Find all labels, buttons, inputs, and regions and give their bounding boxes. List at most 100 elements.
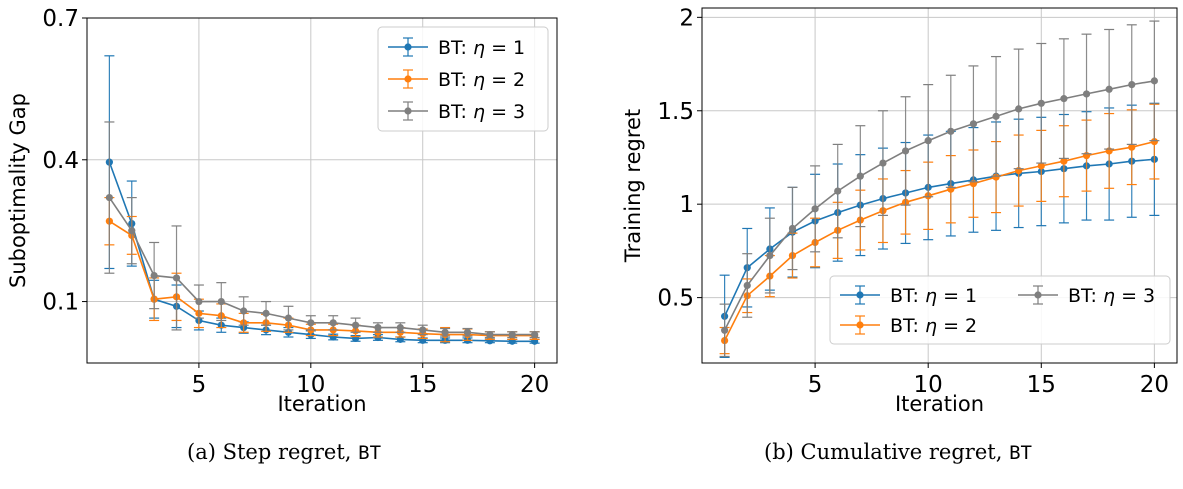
legend: BT: η = 1 BT: η = 2 BT: η = 3 [377, 26, 549, 132]
x-axis-label: Iteration [895, 392, 984, 416]
data-point [374, 323, 382, 332]
data-point [419, 326, 427, 334]
legend-entry: BT: η = 2 [388, 69, 525, 91]
caption-a: (a) Step regret, BT [187, 440, 381, 464]
x-tick-label: 10 [914, 372, 943, 398]
data-point [284, 314, 293, 322]
legend-swatch-marker [1034, 291, 1042, 299]
x-tick-label: 15 [1027, 372, 1056, 398]
data-point [486, 331, 494, 339]
x-tick-label: 5 [808, 372, 823, 398]
x-tick-label: 10 [296, 372, 325, 398]
legend-entry: BT: η = 1 [388, 37, 525, 59]
legend-entry: BT: η = 2 [840, 315, 977, 337]
legend-entry: BT: η = 3 [1018, 285, 1155, 307]
data-point [531, 331, 539, 339]
data-point [856, 172, 864, 180]
legend-swatch-marker [404, 75, 412, 83]
data-point [721, 326, 729, 334]
series-line [108, 161, 535, 343]
legend-label: BT: η = 1 [890, 285, 977, 307]
data-point [128, 227, 136, 235]
chart-b: 5 10 15 20 0.5 1 1.5 2 Iteration Training regret B… [621, 5, 1178, 416]
data-point [508, 331, 516, 339]
data-point [879, 159, 887, 167]
series-line [723, 158, 1155, 317]
legend-entry: BT: η = 1 [840, 285, 977, 307]
data-point [992, 173, 1000, 181]
legend-box [377, 26, 549, 132]
legend-label: BT: η = 3 [1068, 285, 1155, 307]
caption-a-mono: BT [358, 442, 382, 464]
series-line [723, 140, 1155, 341]
legend-label: BT: η = 3 [438, 101, 525, 123]
data-point [195, 297, 203, 306]
y-tick-label: 0.4 [42, 148, 79, 174]
data-point [924, 137, 932, 145]
y-tick-label: 0.5 [657, 286, 694, 312]
data-point [1105, 85, 1113, 93]
series-3 [719, 20, 1160, 358]
data-point [329, 319, 337, 327]
caption-a-text: (a) Step regret, [187, 440, 359, 464]
legend-swatch-marker [856, 291, 864, 299]
x-tick-label: 20 [520, 372, 549, 398]
legend-swatch-marker [856, 321, 864, 329]
data-point [150, 271, 158, 280]
chart-a: 5 10 15 20 0.1 0.4 0.7 Iteration Suboptimality G… [6, 6, 558, 416]
x-tick-label: 20 [1140, 372, 1169, 398]
data-point [1150, 77, 1158, 85]
y-tick-label: 1 [679, 192, 694, 218]
legend-label: BT: η = 2 [438, 69, 525, 91]
data-point [969, 120, 978, 128]
plot-frame [86, 17, 558, 364]
data-point [351, 321, 360, 329]
data-point [947, 127, 955, 135]
legend-swatch-marker [404, 43, 412, 51]
y-tick-label: 0.7 [42, 6, 79, 32]
data-point [901, 147, 910, 155]
data-point [1060, 95, 1068, 103]
data-point [788, 224, 797, 233]
legend-label: BT: η = 1 [438, 37, 525, 59]
series-line [723, 80, 1155, 331]
y-axis-label: Suboptimality Gap [6, 93, 30, 288]
data-point [441, 328, 449, 336]
data-point [307, 319, 315, 327]
data-point [1060, 157, 1068, 165]
data-point [1037, 162, 1045, 170]
y-tick-label: 0.1 [42, 290, 79, 316]
data-point [834, 187, 842, 195]
data-point [463, 328, 472, 336]
legend-swatch-marker [404, 107, 412, 115]
data-point [240, 307, 248, 315]
data-point [396, 323, 404, 332]
data-point [1037, 99, 1045, 107]
x-axis-label: Iteration [277, 392, 366, 416]
data-point [262, 309, 270, 317]
x-tick-label: 15 [408, 372, 437, 398]
legend: BT: η = 1 BT: η = 3 BT: η = 2 [829, 275, 1171, 345]
y-axis-label: Training regret [621, 109, 645, 263]
plot-frame [701, 7, 1178, 364]
y-tick-label: 1.5 [657, 99, 694, 125]
data-point [1128, 143, 1136, 151]
data-point [105, 193, 113, 202]
series-line [108, 220, 535, 337]
y-tick-label: 2 [679, 5, 694, 31]
caption-b-text: (b) Cumulative regret, [764, 440, 1010, 464]
x-tick-label: 5 [192, 372, 207, 398]
data-point [743, 281, 751, 290]
data-point [992, 112, 1000, 120]
data-point [172, 274, 181, 282]
caption-b: (b) Cumulative regret, BT [764, 440, 1032, 464]
series-3 [104, 121, 540, 339]
data-point [766, 251, 774, 260]
series-2 [104, 196, 540, 343]
data-point [217, 297, 225, 306]
legend-entry: BT: η = 3 [388, 101, 525, 123]
series-line [108, 197, 535, 336]
data-point [1082, 90, 1091, 98]
